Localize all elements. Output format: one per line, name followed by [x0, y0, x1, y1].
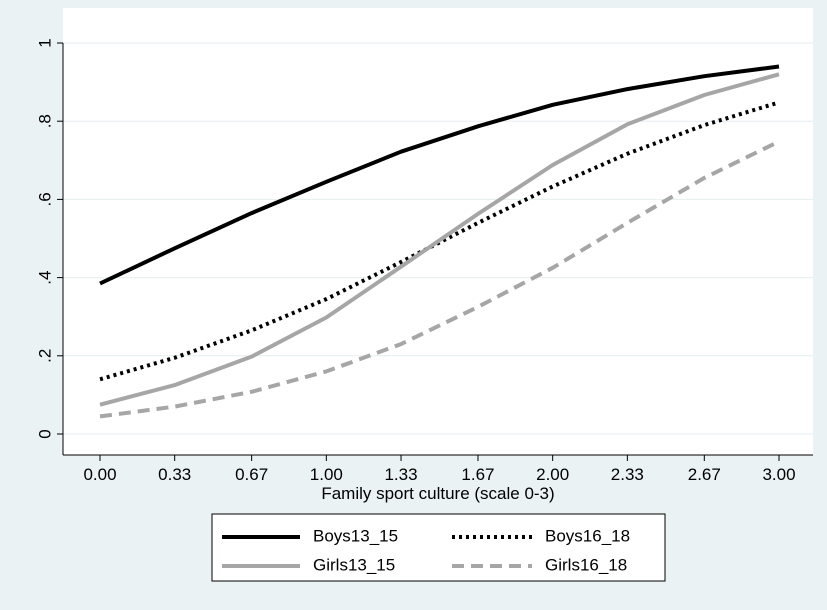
x-tick-label: 2.67 — [688, 465, 721, 484]
x-tick-label: 0.33 — [158, 465, 191, 484]
legend-box — [211, 513, 666, 582]
x-tick-label: 0.00 — [83, 465, 116, 484]
x-tick-label: 1.67 — [461, 465, 494, 484]
y-tick-label: .2 — [35, 349, 54, 363]
series-line-boys13_15 — [99, 64, 780, 286]
y-tick-label: 1 — [35, 38, 54, 47]
y-tick-label: 0 — [35, 429, 54, 438]
x-tick-label: 2.33 — [611, 465, 644, 484]
legend: Boys13_15 Boys16_18 Girls13_15 Girls16_18 — [211, 513, 666, 582]
legend-label-girls16_18: Girls16_18 — [545, 555, 627, 574]
y-tick-label: .6 — [35, 192, 54, 206]
x-tick-label: 1.33 — [384, 465, 417, 484]
legend-label-boys13_15: Boys13_15 — [313, 526, 398, 545]
series-line-girls13_15 — [99, 72, 780, 407]
x-tick-label: 3.00 — [762, 465, 795, 484]
grid-lines — [63, 42, 813, 435]
y-axis: 0 .2 .4 .6 .8 1 — [35, 38, 64, 455]
x-tick-label: 2.00 — [536, 465, 569, 484]
legend-label-girls13_15: Girls13_15 — [313, 555, 395, 574]
series-lines — [99, 64, 780, 419]
x-axis-label: Family sport culture (scale 0-3) — [321, 484, 554, 503]
x-tick-label: 0.67 — [235, 465, 268, 484]
y-tick-label: .8 — [35, 114, 54, 128]
y-tick-label: .4 — [35, 271, 54, 285]
legend-label-boys16_18: Boys16_18 — [545, 526, 630, 545]
series-line-girls16_18 — [99, 139, 780, 419]
x-tick-label: 1.00 — [310, 465, 343, 484]
x-axis: 0.00 0.33 0.67 1.00 1.33 1.67 2.00 2.33 2.67 3.00 — [63, 454, 813, 484]
